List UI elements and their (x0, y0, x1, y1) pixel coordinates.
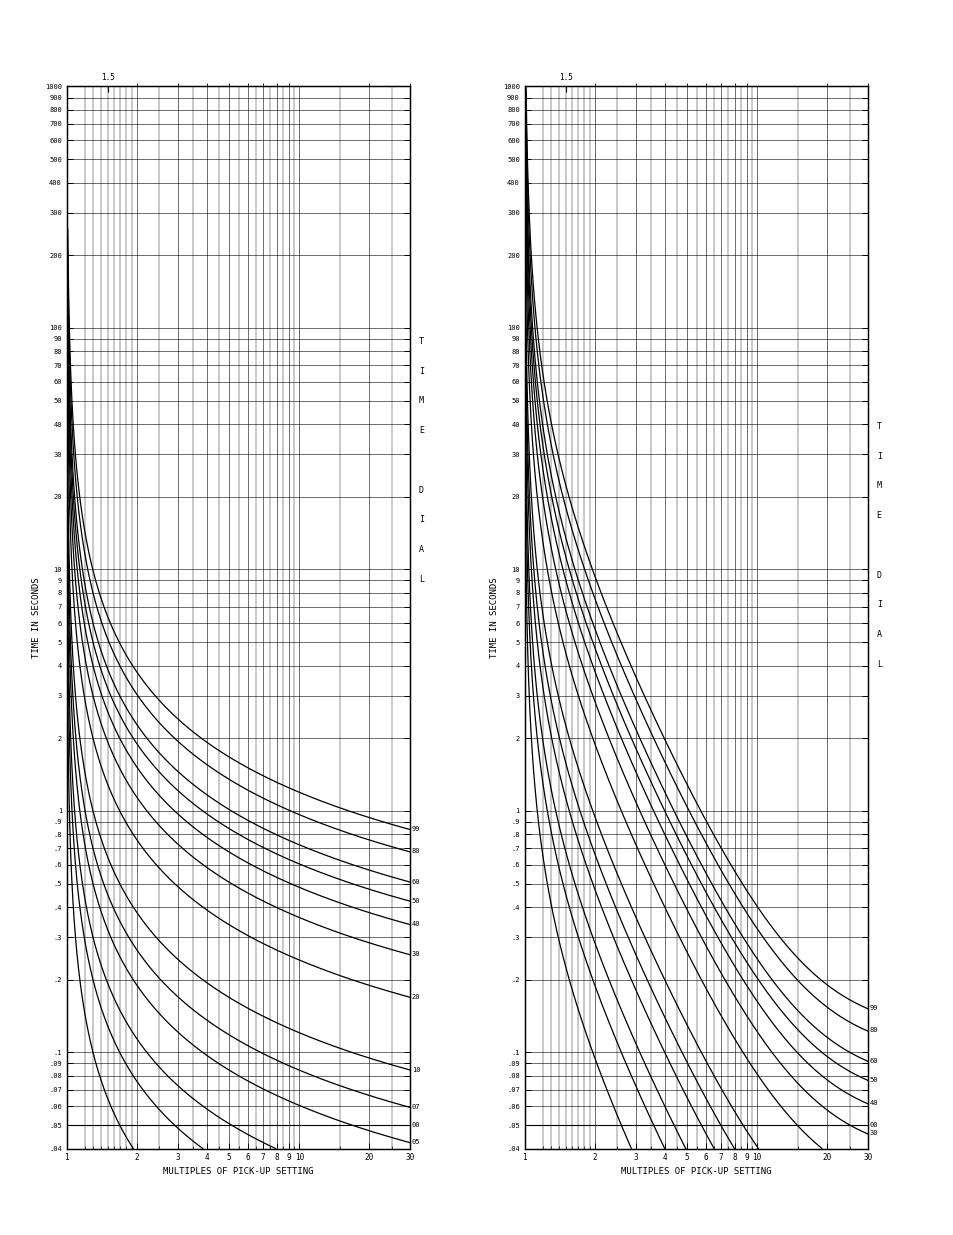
X-axis label: MULTIPLES OF PICK-UP SETTING: MULTIPLES OF PICK-UP SETTING (620, 1167, 771, 1176)
Text: 60: 60 (412, 878, 420, 884)
Text: 30: 30 (412, 951, 420, 957)
Text: I: I (418, 515, 423, 525)
Text: 00: 00 (869, 1123, 878, 1128)
Text: 99: 99 (412, 826, 420, 832)
Text: T: T (876, 422, 881, 431)
Text: 80: 80 (412, 848, 420, 855)
Text: 50: 50 (869, 1077, 878, 1083)
Y-axis label: TIME IN SECONDS: TIME IN SECONDS (489, 577, 498, 658)
Text: E: E (418, 426, 423, 435)
Text: 10: 10 (412, 1067, 420, 1072)
Text: E: E (876, 511, 881, 520)
Text: L: L (876, 659, 881, 668)
Text: 07: 07 (412, 1104, 420, 1110)
Text: A: A (876, 630, 881, 638)
Text: D: D (418, 485, 423, 494)
Text: A: A (418, 545, 423, 555)
Text: 40: 40 (869, 1100, 878, 1107)
Text: I: I (876, 600, 881, 609)
Text: 30: 30 (869, 1130, 878, 1136)
Text: M: M (876, 482, 881, 490)
Text: 60: 60 (869, 1057, 878, 1063)
Text: 99: 99 (869, 1005, 878, 1011)
Text: I: I (876, 452, 881, 461)
Text: 50: 50 (412, 898, 420, 904)
Text: M: M (418, 396, 423, 405)
Text: 00: 00 (412, 1123, 420, 1128)
Text: L: L (418, 574, 423, 584)
Text: D: D (876, 571, 881, 579)
Text: 20: 20 (412, 994, 420, 1000)
Text: T: T (418, 337, 423, 346)
Text: 40: 40 (412, 921, 420, 927)
Text: 80: 80 (869, 1028, 878, 1034)
Y-axis label: TIME IN SECONDS: TIME IN SECONDS (31, 577, 41, 658)
Text: 05: 05 (412, 1139, 420, 1145)
X-axis label: MULTIPLES OF PICK-UP SETTING: MULTIPLES OF PICK-UP SETTING (163, 1167, 314, 1176)
Text: I: I (418, 367, 423, 375)
